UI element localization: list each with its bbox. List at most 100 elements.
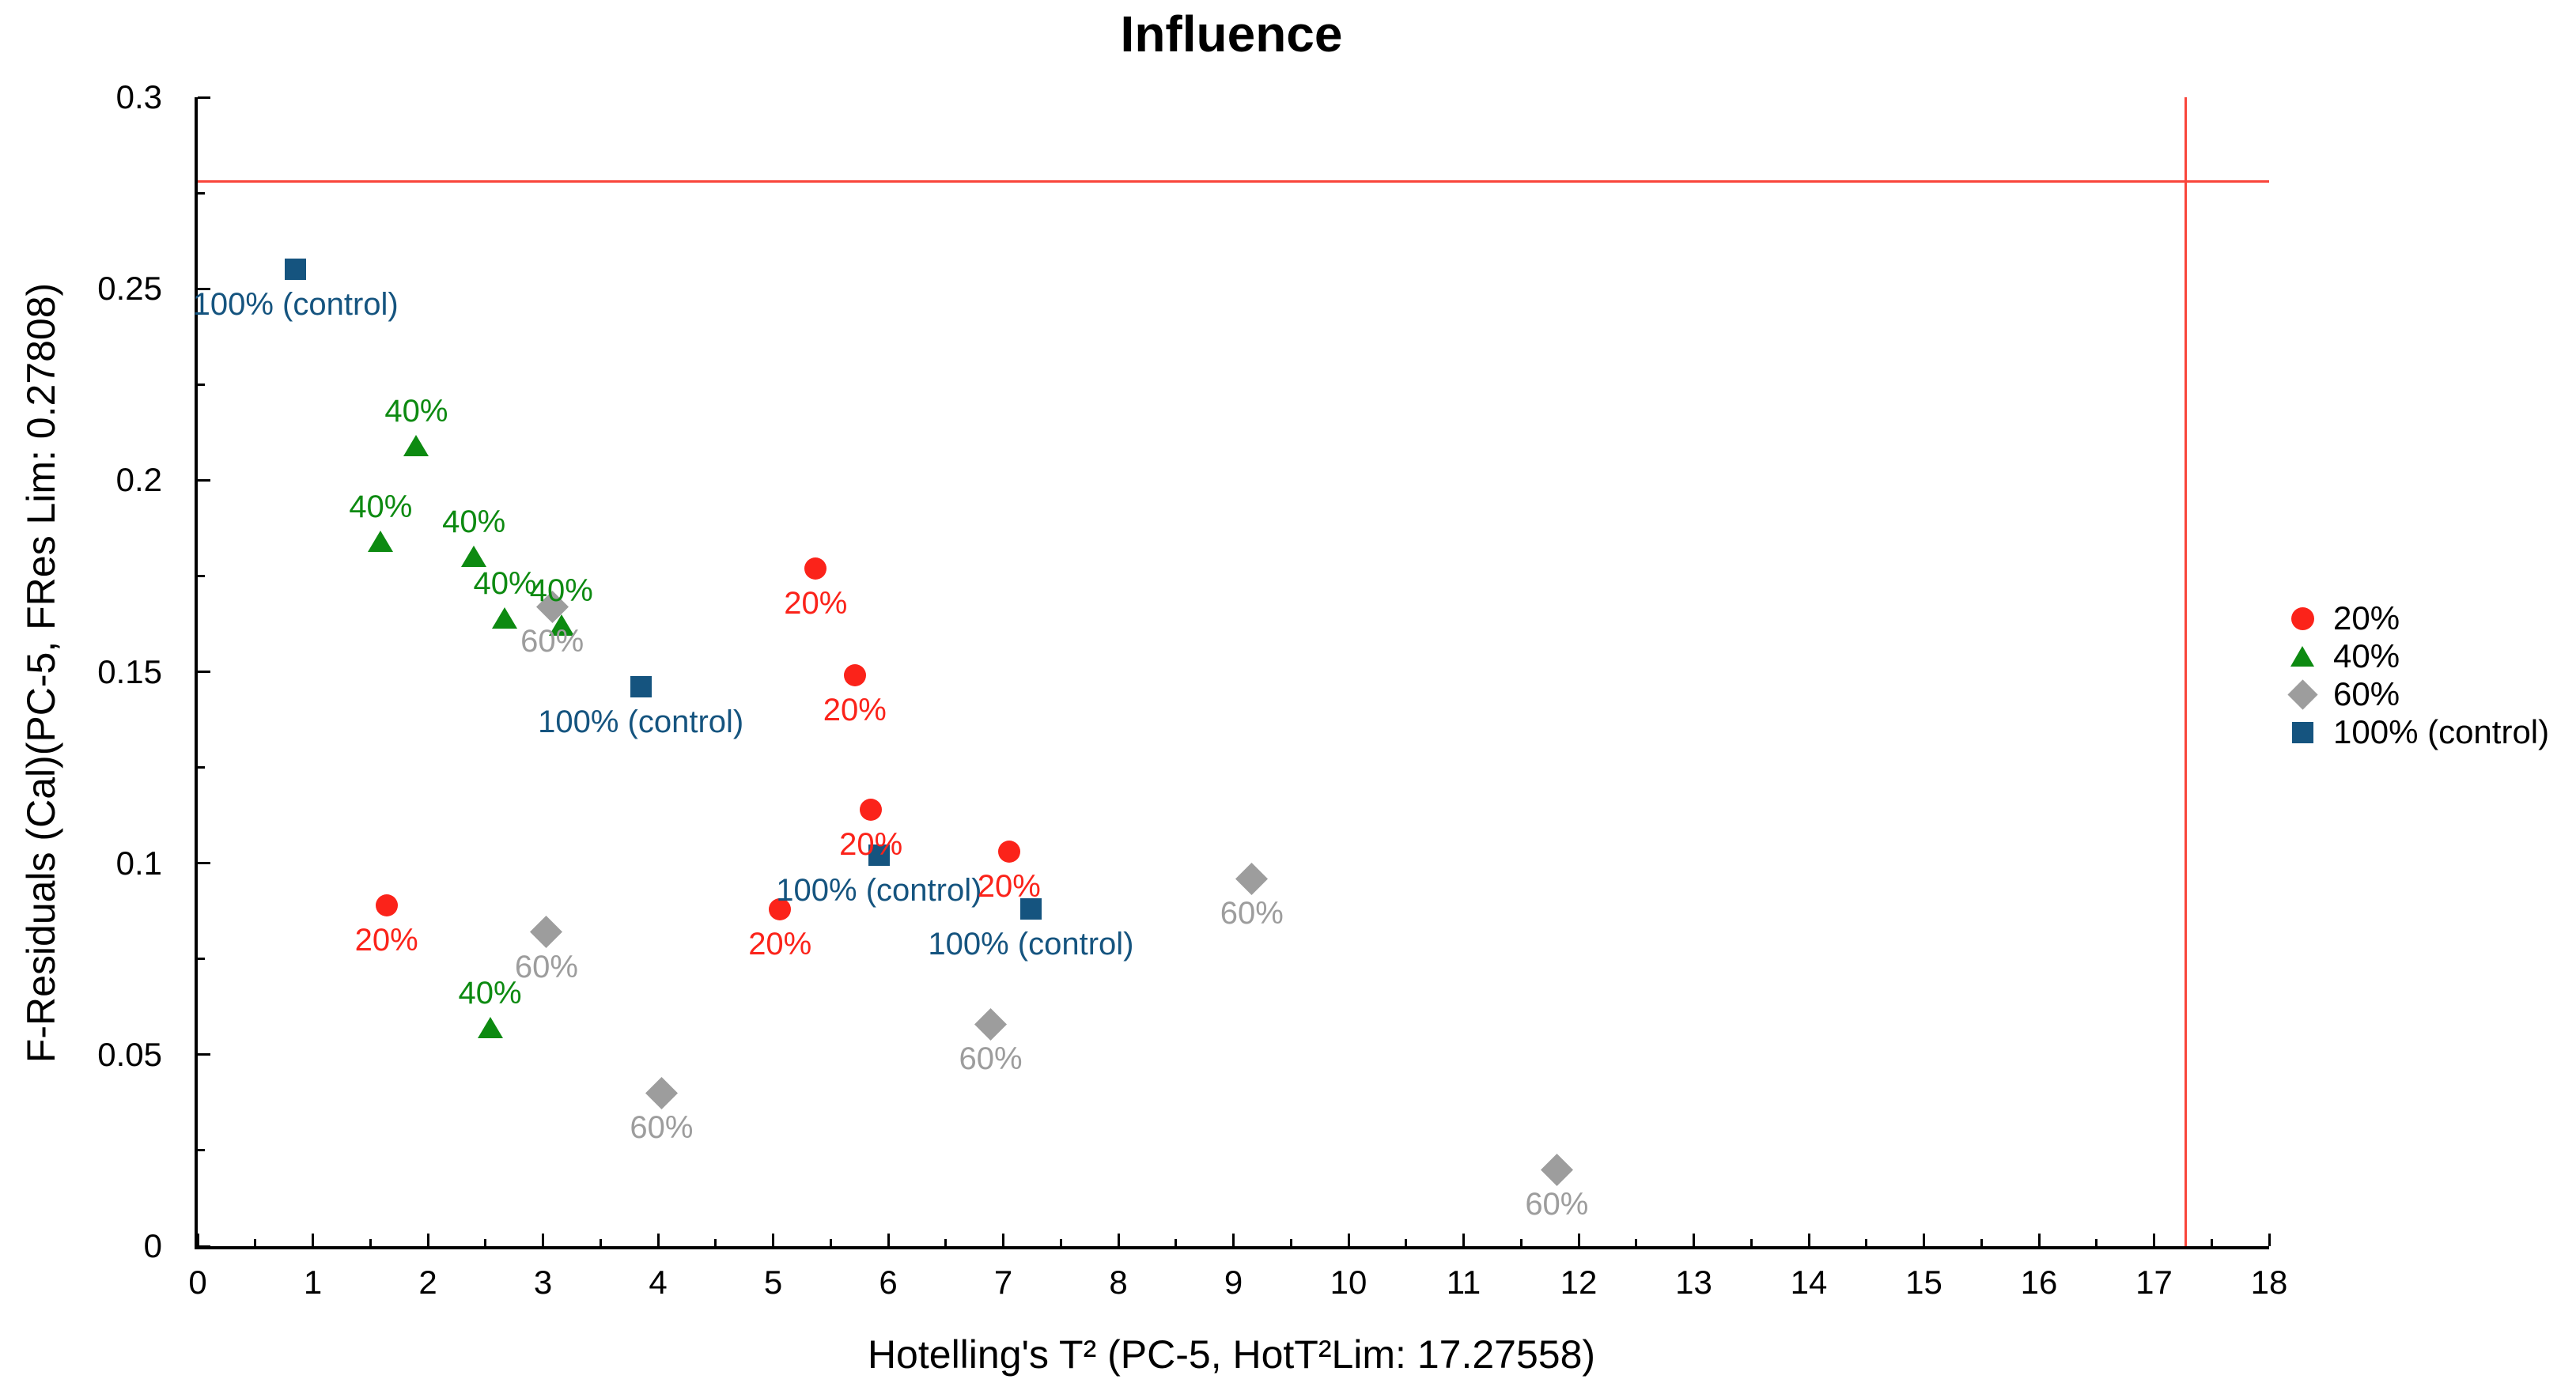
x-axis-major-tick [1232,1234,1235,1246]
x-axis-minor-tick [1175,1239,1178,1246]
legend-item-100pct-control[interactable]: 100% (control) [2284,713,2549,751]
page-title: Influence [1120,6,1343,62]
y-axis-tick-label: 0 [143,1227,162,1264]
point-20pct-6[interactable] [769,897,792,920]
x-axis-major-tick [312,1234,314,1246]
point-label-20pct-2: 20% [823,693,887,728]
x-axis-tick-label: 9 [1224,1264,1243,1301]
y-axis-major-tick [198,671,210,673]
legend-marker-cell [2284,721,2321,743]
point-label-40pct-5: 40% [529,573,593,609]
x-axis-minor-tick [1865,1239,1868,1246]
x-axis-major-tick [1462,1234,1465,1246]
point-label-100pct-control-4: 100% (control) [928,926,1134,962]
legend-item-20pct[interactable]: 20% [2284,599,2549,637]
x-axis-minor-tick [1059,1239,1062,1246]
legend-item-label: 40% [2333,637,2400,674]
legend-marker-cell [2284,646,2321,667]
point-40pct-4[interactable] [492,606,518,629]
point-label-100pct-control-1: 100% (control) [192,286,399,322]
y-axis-major-tick [198,287,210,290]
x-axis-major-tick [1807,1234,1810,1246]
y-axis-tick-label: 0.3 [115,78,162,115]
y-axis-major-tick [198,96,210,99]
point-label-100pct-control-3: 100% (control) [776,872,982,908]
point-label-20pct-1: 20% [784,585,848,621]
point-100pct-control-2[interactable] [630,676,652,698]
x-axis-tick-label: 0 [188,1264,207,1301]
point-20pct-3[interactable] [860,798,883,821]
y-axis-minor-tick [198,191,205,195]
point-100pct-control-3[interactable] [868,844,890,867]
y-axis-minor-tick [198,383,205,386]
x-axis-major-tick [1347,1234,1350,1246]
x-axis-minor-tick [1289,1239,1292,1246]
point-label-20pct-4: 20% [977,869,1041,905]
x-axis-tick-label: 18 [2250,1264,2288,1301]
point-40pct-1[interactable] [403,434,429,456]
fres-limit-line [198,179,2269,183]
x-axis-minor-tick [1405,1239,1408,1246]
x-axis-tick-label: 3 [533,1264,553,1301]
x-axis-tick-label: 4 [649,1264,668,1301]
x-axis-tick-label: 12 [1560,1264,1598,1301]
point-20pct-5[interactable] [375,894,398,916]
point-100pct-control-4[interactable] [1019,898,1042,920]
point-label-40pct-2: 40% [349,489,413,524]
legend-item-40pct[interactable]: 40% [2284,637,2549,675]
point-100pct-control-1[interactable] [285,259,307,281]
x-axis-major-tick [1117,1234,1120,1246]
point-20pct-1[interactable] [804,557,827,580]
point-label-60pct-1: 60% [520,624,584,659]
x-axis-major-tick [426,1234,429,1246]
point-20pct-2[interactable] [843,664,866,687]
y-axis-major-tick [198,478,210,482]
y-axis-title: F-Residuals (Cal)(PC-5, FRes Lim: 0.2780… [19,282,63,1064]
x-axis-minor-tick [1519,1239,1523,1246]
point-40pct-5[interactable] [548,614,574,637]
point-label-20pct-3: 20% [839,826,903,862]
legend-diamond-icon [2287,678,2318,710]
point-20pct-4[interactable] [997,841,1020,863]
y-axis-tick-label: 0.2 [115,461,162,499]
y-axis-tick-label: 0.1 [115,844,162,882]
point-label-60pct-6: 60% [1525,1187,1589,1222]
x-axis-tick-label: 17 [2135,1264,2173,1301]
x-axis-minor-tick [2210,1239,2213,1246]
x-axis-tick-label: 16 [2020,1264,2058,1301]
x-axis-major-tick [772,1234,774,1246]
legend-marker-cell [2284,678,2321,710]
point-40pct-2[interactable] [368,530,394,552]
legend-marker-cell [2284,606,2321,630]
point-40pct-3[interactable] [461,546,487,568]
x-axis-major-tick [1002,1234,1004,1246]
point-label-40pct-3: 40% [442,504,506,540]
point-label-40pct-6: 40% [458,975,522,1011]
x-axis-tick-label: 6 [879,1264,898,1301]
point-label-20pct-6: 20% [748,926,812,962]
x-axis-minor-tick [599,1239,602,1246]
x-axis-major-tick [1923,1234,1925,1246]
x-axis-minor-tick [1635,1239,1638,1246]
y-axis-minor-tick [198,958,205,961]
x-axis-minor-tick [714,1239,717,1246]
hotelling-limit-line [2184,97,2188,1246]
legend-item-60pct[interactable]: 60% [2284,675,2549,713]
x-axis-tick-label: 13 [1675,1264,1712,1301]
x-axis-tick-label: 14 [1790,1264,1828,1301]
plot-area [195,97,2269,1249]
y-axis-major-tick [198,1053,210,1056]
x-axis-major-tick [1693,1234,1695,1246]
point-label-40pct-4: 40% [473,565,537,601]
y-axis-major-tick [198,862,210,865]
legend-triangle-icon [2290,646,2314,667]
point-label-100pct-control-2: 100% (control) [538,704,744,739]
x-axis-tick-label: 2 [418,1264,437,1301]
y-axis-minor-tick [198,574,205,577]
x-axis-major-tick [2037,1234,2041,1246]
point-40pct-6[interactable] [477,1016,503,1038]
point-label-60pct-3: 60% [630,1110,694,1146]
y-axis-tick-label: 0.15 [97,652,162,690]
point-label-60pct-2: 60% [514,949,578,984]
